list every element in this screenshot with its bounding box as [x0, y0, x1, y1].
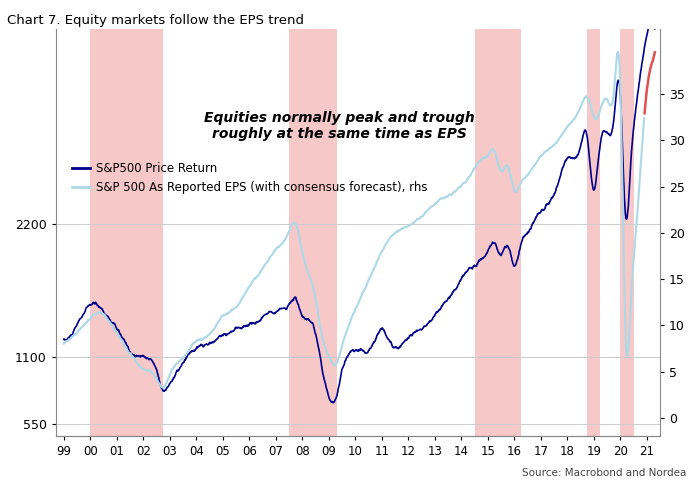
- Text: Equities normally peak and trough
roughly at the same time as EPS: Equities normally peak and trough roughl…: [204, 111, 475, 141]
- Bar: [289, 29, 337, 436]
- Text: Source: Macrobond and Nordea: Source: Macrobond and Nordea: [522, 468, 686, 478]
- Text: Chart 7. Equity markets follow the EPS trend: Chart 7. Equity markets follow the EPS t…: [7, 14, 304, 28]
- Bar: [475, 29, 521, 436]
- Bar: [620, 29, 634, 436]
- Legend: S&P500 Price Return, S&P 500 As Reported EPS (with consensus forecast), rhs: S&P500 Price Return, S&P 500 As Reported…: [68, 157, 433, 199]
- Bar: [587, 29, 601, 436]
- Bar: [90, 29, 163, 436]
